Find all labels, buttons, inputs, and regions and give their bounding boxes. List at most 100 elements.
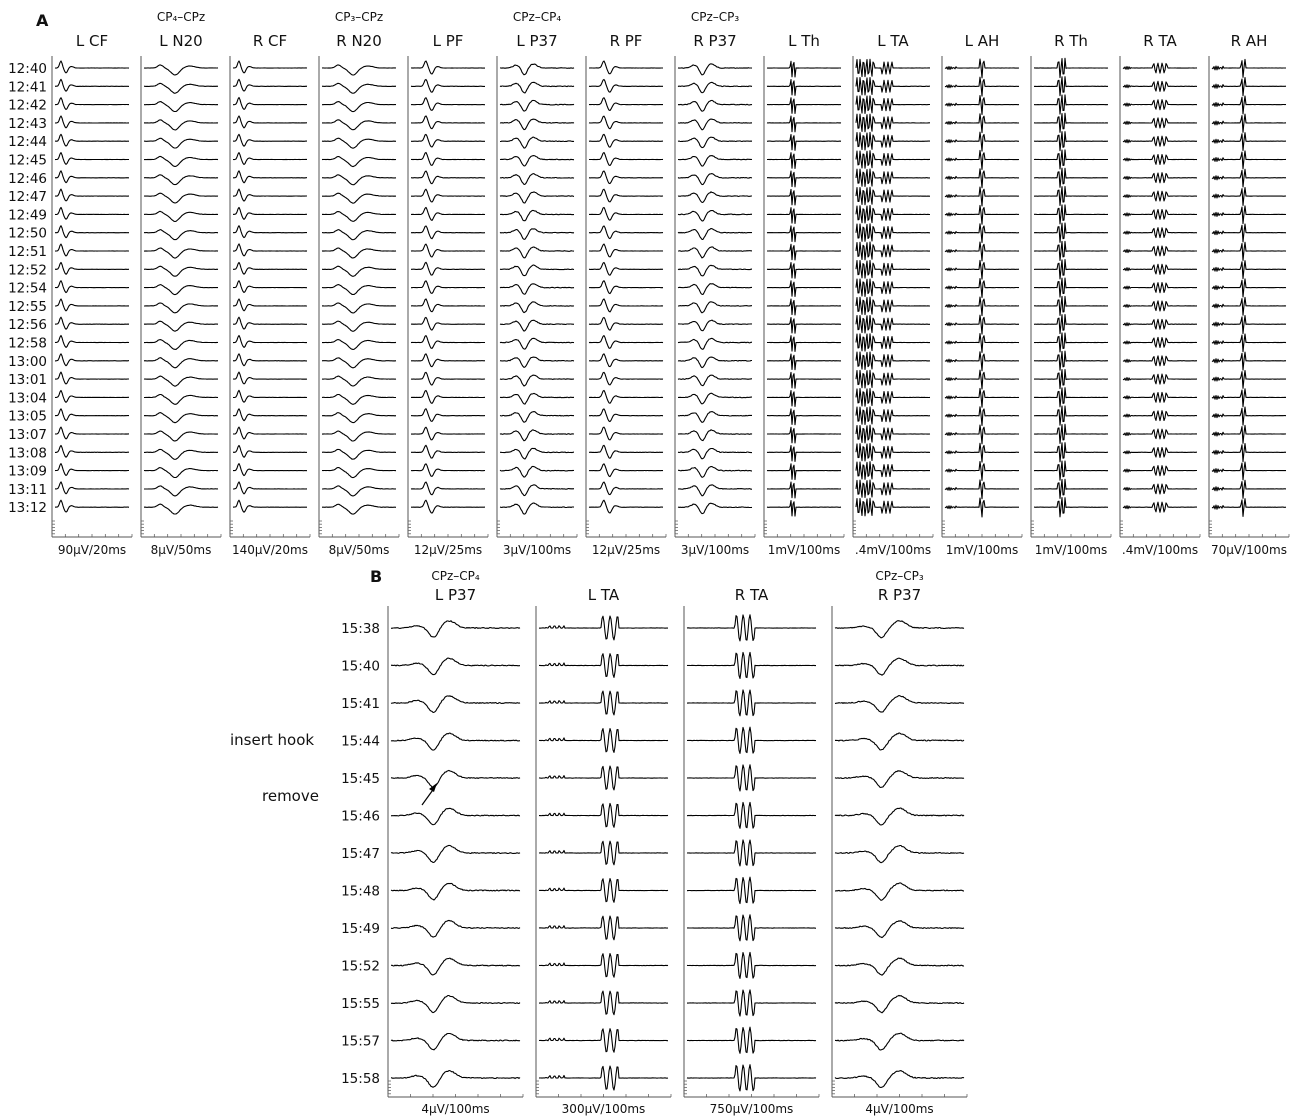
trace [499,264,575,277]
trace [390,657,520,676]
trace [1211,95,1287,115]
trace [410,170,486,185]
trace [855,388,931,407]
time-label: 12:44 [8,134,47,150]
trace [834,770,965,788]
trace [54,188,129,202]
trace [143,265,219,277]
trace [232,115,307,129]
trace [233,408,308,422]
column-l-ta: L TA 300µV/100ms [535,586,672,1116]
time-label: 15:47 [341,846,380,862]
trace [588,170,664,185]
trace [1122,80,1198,92]
trace [232,188,307,202]
trace [1033,76,1109,97]
trace [232,280,307,294]
trace [588,225,664,240]
trace [144,302,219,314]
time-label: 13:09 [8,464,47,480]
scale-label: 4µV/100ms [421,1102,489,1116]
trace [390,769,521,788]
trace [1211,186,1287,206]
trace [232,133,307,147]
trace [1034,131,1108,152]
trace [538,878,669,903]
trace [321,82,397,94]
scale-label: .4mV/100ms [1122,543,1198,557]
column-title: R Th [1054,32,1088,50]
trace [233,334,307,348]
trace [539,690,668,716]
electrode-pair-label: CPz–CP₃ [691,10,740,24]
trace [677,173,753,186]
trace [322,119,397,131]
trace [538,952,669,978]
trace [499,374,575,387]
time-label: 12:47 [8,189,47,205]
trace [499,429,575,442]
scale-label: 90µV/20ms [58,543,126,557]
trace [411,353,486,368]
trace [144,155,219,168]
trace [766,353,842,371]
trace [1033,332,1109,353]
trace [1122,446,1197,458]
annotation-remove: remove [262,787,319,805]
trace [677,429,753,442]
trace [322,430,397,442]
trace [677,502,753,515]
trace [143,320,219,332]
trace [855,406,931,426]
time-label: 15:38 [341,621,380,637]
trace [767,481,842,499]
time-label: 12:45 [8,153,47,169]
trace [54,152,129,165]
trace [588,78,663,93]
trace [686,614,817,642]
trace [1122,483,1197,495]
trace [410,389,486,404]
trace [1033,423,1109,444]
trace [589,60,663,75]
trace [1122,172,1198,184]
trace [1033,94,1109,115]
trace [1034,222,1108,243]
trace [321,320,397,332]
column-title: R TA [1143,32,1177,50]
trace [855,479,930,499]
trace [1211,333,1287,353]
trace [322,412,397,424]
trace [411,133,485,148]
trace [1122,391,1198,403]
trace [322,192,397,204]
trace [1211,58,1286,78]
trace [233,170,307,184]
column-r-n20: CP₃–CPz R N20 8µV/50ms [318,10,400,557]
trace [143,229,219,241]
trace [390,1032,521,1051]
trace [410,78,485,93]
trace [767,426,842,444]
trace [1211,150,1287,170]
trace [766,371,842,389]
trace [144,448,219,460]
trace [944,113,1020,134]
trace [1122,263,1197,275]
trace [232,298,307,312]
trace [233,316,307,330]
trace [767,335,842,353]
trace [410,151,485,166]
trace [855,131,930,151]
time-label: 13:12 [8,500,47,516]
trace [1033,149,1108,170]
trace [1211,479,1287,499]
trace [855,296,930,316]
trace [944,186,1020,207]
trace [678,319,753,332]
trace [232,152,307,166]
trace [321,393,396,405]
trace [1211,443,1287,463]
time-label: 12:42 [8,98,47,114]
trace [410,463,486,477]
